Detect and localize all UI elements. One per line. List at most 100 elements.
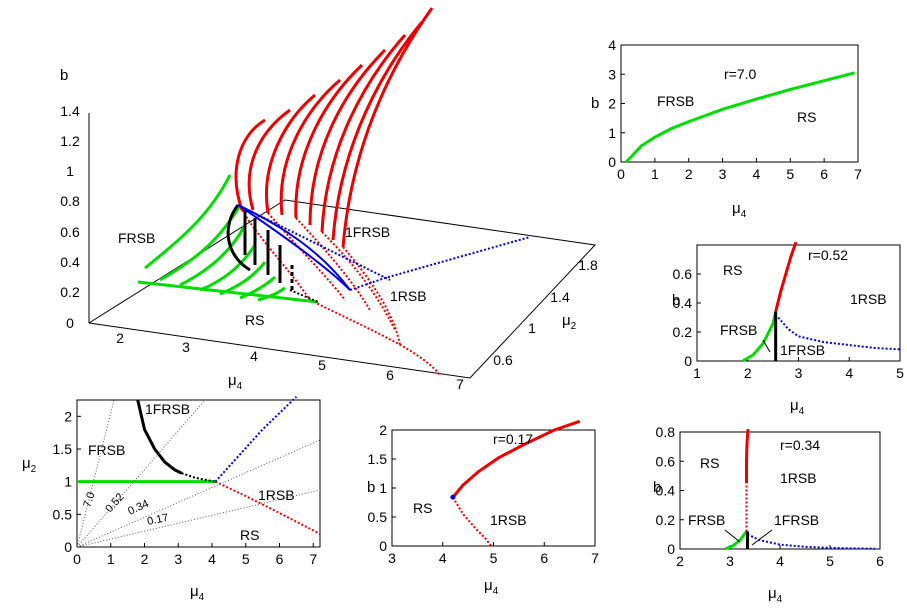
- ray-line: [76, 489, 321, 548]
- annotation: r=0.17: [493, 431, 533, 447]
- black-dotted-curve: [289, 289, 319, 303]
- x-tick-label: 4: [753, 166, 761, 182]
- region-label: 1FRSB: [145, 401, 190, 417]
- y-tick-label: 1.8: [578, 257, 598, 273]
- x-axis-label: μ4: [228, 372, 243, 392]
- y-tick-label: 0: [379, 538, 387, 554]
- y-tick-label: 0: [684, 353, 692, 369]
- blue-dotted-curve: [237, 204, 391, 281]
- z-tick-label: 1.2: [60, 133, 80, 149]
- pointer-arrow: [762, 339, 771, 353]
- y-tick-label: 0.6: [656, 453, 676, 469]
- x-tick-label: 7: [309, 551, 317, 567]
- y-tick-label: 0: [608, 154, 616, 170]
- y-tick-label: 1.5: [53, 441, 73, 457]
- y-tick-label: 2: [608, 96, 616, 112]
- red-dotted-curve: [321, 231, 396, 331]
- z-tick-label: 1: [66, 163, 74, 179]
- black-curves-3d: [226, 204, 294, 290]
- series-line: [624, 71, 855, 164]
- pointer-arrow: [724, 529, 741, 543]
- x-tick-label: 3: [388, 550, 396, 566]
- red-curve: [341, 7, 434, 248]
- blue-curve: [237, 204, 351, 291]
- ray-line: [76, 439, 321, 548]
- y-axis-label: μ2: [562, 312, 577, 332]
- red-dotted-curve: [241, 209, 311, 301]
- region-label: 1FRSB: [774, 512, 819, 528]
- series-line: [452, 496, 492, 547]
- x-tick-label: 4: [439, 550, 447, 566]
- x-tick-label: 2: [744, 365, 752, 381]
- x-axis-label: μ4: [790, 397, 805, 417]
- region-label: RS: [797, 109, 816, 125]
- series-line: [745, 428, 750, 484]
- y-tick-label: 0.6: [673, 266, 693, 282]
- x-tick-label: 3: [182, 339, 190, 355]
- x-tick-label: 3: [795, 365, 803, 381]
- x-tick-label: 4: [208, 551, 216, 567]
- series-line: [741, 311, 778, 363]
- region-label: RS: [240, 527, 259, 543]
- region-label: FRSB: [657, 93, 694, 109]
- region-label: 1RSB: [850, 291, 887, 307]
- series-line: [136, 399, 183, 475]
- black-curve: [226, 204, 251, 272]
- series-line: [774, 241, 798, 313]
- panel-r7: 0 1 2 3 4 5 6 7 0 1 2 3 4 r=7.0 FRSB RS b μ4: [591, 37, 862, 220]
- region-label: 1FRSB: [345, 224, 390, 240]
- x-tick-label: 2: [141, 551, 149, 567]
- ray-label: 0.34: [126, 498, 150, 518]
- series-line: [747, 533, 876, 550]
- ray-label: 0.17: [146, 512, 169, 528]
- red-dotted-curve: [295, 217, 371, 311]
- region-label: 1RSB: [780, 470, 817, 486]
- series-line: [181, 472, 216, 483]
- green-curve: [159, 204, 242, 282]
- blue-curve: [237, 204, 351, 291]
- x-tick-label: 1: [651, 166, 659, 182]
- annotation: r=0.34: [780, 437, 820, 453]
- x-tick-label: 6: [540, 550, 548, 566]
- annotation: r=0.52: [808, 247, 848, 263]
- red-curve: [331, 21, 424, 241]
- region-label: 1RSB: [258, 487, 295, 503]
- region-label: FRSB: [720, 322, 757, 338]
- red-curve: [320, 34, 407, 233]
- blue-boundary-3d: [237, 204, 531, 303]
- series-line: [777, 316, 901, 351]
- y-tick-label: 0.4: [656, 483, 676, 499]
- y-axis-label: b: [591, 95, 599, 112]
- x-tick-label: 4: [776, 553, 784, 569]
- x-tick-label: 3: [174, 551, 182, 567]
- green-curve: [239, 275, 276, 300]
- region-label: FRSB: [88, 442, 125, 458]
- ray-line: [76, 399, 115, 548]
- y-tick-label: 0: [64, 539, 72, 555]
- ray-label: 7.0: [81, 491, 97, 509]
- x-tick-label: 3: [726, 553, 734, 569]
- y-tick-label: 0.2: [673, 324, 693, 340]
- x-tick-label: 7: [854, 166, 862, 182]
- panel-r017: 3 4 5 6 7 0 0.5 1 1.5 2 r=0.17 RS 1RSB b μ4: [367, 419, 599, 597]
- green-curve: [179, 224, 247, 287]
- x-tick-label: 5: [786, 166, 794, 182]
- x-tick-label: 0: [617, 166, 625, 182]
- x-tick-label: 5: [826, 553, 834, 569]
- region-label: 1RSB: [390, 288, 427, 304]
- region-label: RS: [245, 312, 264, 328]
- x-axis-label: μ4: [768, 585, 783, 605]
- y-tick-label: 0.4: [673, 295, 693, 311]
- x-tick-label: 2: [676, 553, 684, 569]
- x-tick-label: 3: [719, 166, 727, 182]
- z-tick-label: 0.6: [60, 224, 80, 240]
- y-tick-label: 1.4: [550, 289, 570, 305]
- region-label: FRSB: [688, 512, 725, 528]
- data-point: [450, 494, 456, 500]
- z-tick-label: 0.8: [60, 193, 80, 209]
- red-dotted-curve: [342, 246, 401, 346]
- ray-line: [76, 399, 206, 548]
- x-tick-label: 4: [845, 365, 853, 381]
- red-curve: [279, 78, 341, 216]
- region-label: RS: [413, 500, 432, 516]
